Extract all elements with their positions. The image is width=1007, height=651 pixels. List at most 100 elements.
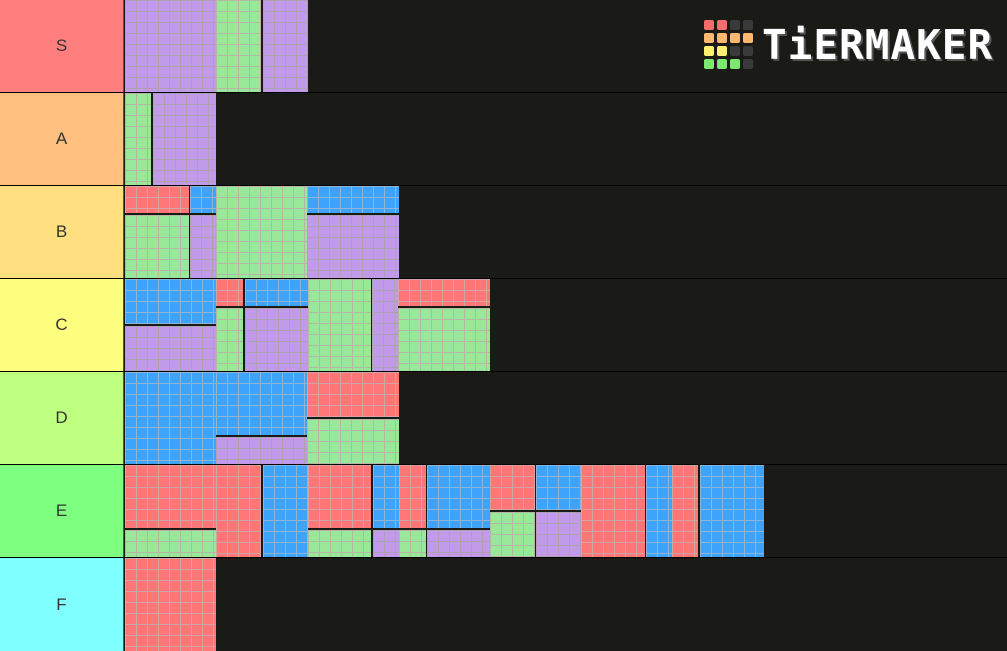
tier-item[interactable] bbox=[700, 465, 764, 557]
tier-item[interactable] bbox=[308, 465, 371, 557]
red-block bbox=[308, 465, 371, 528]
green-block bbox=[216, 0, 261, 92]
tier-item[interactable] bbox=[373, 465, 399, 557]
red-block bbox=[399, 465, 426, 528]
logo-cell bbox=[704, 59, 714, 69]
purple-block bbox=[125, 0, 216, 92]
tier-item[interactable] bbox=[307, 186, 399, 278]
tier-label[interactable]: D bbox=[0, 372, 124, 464]
tier-label[interactable]: E bbox=[0, 465, 124, 557]
tier-items-area[interactable] bbox=[125, 465, 1007, 557]
tier-item[interactable] bbox=[190, 186, 216, 278]
tier-item[interactable] bbox=[536, 465, 581, 557]
tier-items-area[interactable] bbox=[125, 186, 1007, 278]
blue-block bbox=[216, 372, 307, 435]
tier-row-f: F bbox=[0, 558, 1007, 651]
blue-block bbox=[700, 465, 764, 557]
green-block bbox=[125, 215, 189, 278]
tier-item[interactable] bbox=[427, 465, 490, 557]
tier-item[interactable] bbox=[125, 186, 189, 278]
tier-items-area[interactable] bbox=[125, 93, 1007, 185]
logo-cell bbox=[717, 46, 727, 56]
green-block bbox=[308, 530, 371, 557]
logo-cell bbox=[743, 20, 753, 30]
tier-label[interactable]: S bbox=[0, 0, 124, 92]
red-block bbox=[125, 465, 216, 528]
tier-item[interactable] bbox=[216, 465, 261, 557]
purple-block bbox=[245, 308, 308, 371]
purple-block bbox=[263, 0, 308, 92]
blue-block bbox=[125, 279, 216, 324]
tier-row-e: E bbox=[0, 465, 1007, 557]
red-block bbox=[490, 465, 535, 510]
purple-block bbox=[153, 93, 216, 185]
tier-item[interactable] bbox=[125, 279, 216, 371]
logo-cell bbox=[717, 33, 727, 43]
tier-item[interactable] bbox=[672, 465, 698, 557]
green-block bbox=[216, 308, 243, 371]
logo-cell bbox=[743, 46, 753, 56]
logo-cell bbox=[704, 33, 714, 43]
logo-cell bbox=[717, 20, 727, 30]
logo-cell bbox=[730, 59, 740, 69]
tier-item[interactable] bbox=[263, 0, 308, 92]
tier-item[interactable] bbox=[153, 93, 216, 185]
red-block bbox=[398, 279, 490, 306]
blue-block bbox=[536, 465, 581, 510]
tier-item[interactable] bbox=[125, 0, 216, 92]
logo-cell bbox=[717, 59, 727, 69]
tier-item[interactable] bbox=[308, 279, 371, 371]
red-block bbox=[307, 372, 399, 417]
tier-label[interactable]: B bbox=[0, 186, 124, 278]
tier-label[interactable]: A bbox=[0, 93, 124, 185]
purple-block bbox=[536, 512, 581, 557]
tier-item[interactable] bbox=[263, 465, 308, 557]
tier-item[interactable] bbox=[307, 372, 399, 464]
tier-item[interactable] bbox=[216, 0, 261, 92]
tier-item[interactable] bbox=[216, 186, 307, 278]
tier-items-area[interactable] bbox=[125, 279, 1007, 371]
logo-cell bbox=[730, 33, 740, 43]
blue-block bbox=[190, 186, 216, 213]
green-block bbox=[125, 530, 216, 557]
tier-row-s: S bbox=[0, 0, 1007, 92]
tier-item[interactable] bbox=[581, 465, 645, 557]
tier-item[interactable] bbox=[125, 465, 216, 557]
tier-item[interactable] bbox=[490, 465, 535, 557]
tier-row-a: A bbox=[0, 93, 1007, 185]
logo-cell bbox=[730, 20, 740, 30]
purple-block bbox=[307, 215, 399, 278]
tier-items-area[interactable] bbox=[125, 372, 1007, 464]
blue-block bbox=[307, 186, 399, 213]
tier-item[interactable] bbox=[216, 372, 307, 464]
red-block bbox=[125, 558, 216, 651]
tier-item[interactable] bbox=[216, 279, 243, 371]
tier-label[interactable]: C bbox=[0, 279, 124, 371]
tier-row-b: B bbox=[0, 186, 1007, 278]
purple-block bbox=[372, 279, 398, 371]
green-block bbox=[399, 530, 426, 557]
logo-cell bbox=[743, 33, 753, 43]
tier-label[interactable]: F bbox=[0, 558, 124, 651]
green-block bbox=[307, 419, 399, 464]
tier-item[interactable] bbox=[125, 372, 216, 464]
tier-item[interactable] bbox=[125, 558, 216, 651]
blue-block bbox=[427, 465, 490, 528]
red-block bbox=[216, 465, 261, 557]
tier-item[interactable] bbox=[372, 279, 398, 371]
tier-item[interactable] bbox=[398, 279, 490, 371]
red-block bbox=[581, 465, 645, 557]
logo-cell bbox=[743, 59, 753, 69]
tiermaker-logo[interactable]: TiERMAKER bbox=[704, 20, 992, 70]
green-block bbox=[490, 512, 535, 557]
green-block bbox=[308, 279, 371, 371]
purple-block bbox=[190, 215, 216, 278]
tier-items-area[interactable] bbox=[125, 0, 1007, 92]
tier-items-area[interactable] bbox=[125, 558, 1007, 651]
tier-item[interactable] bbox=[399, 465, 426, 557]
tier-item[interactable] bbox=[646, 465, 672, 557]
blue-block bbox=[263, 465, 308, 557]
tier-item[interactable] bbox=[125, 93, 151, 185]
tier-item[interactable] bbox=[245, 279, 308, 371]
